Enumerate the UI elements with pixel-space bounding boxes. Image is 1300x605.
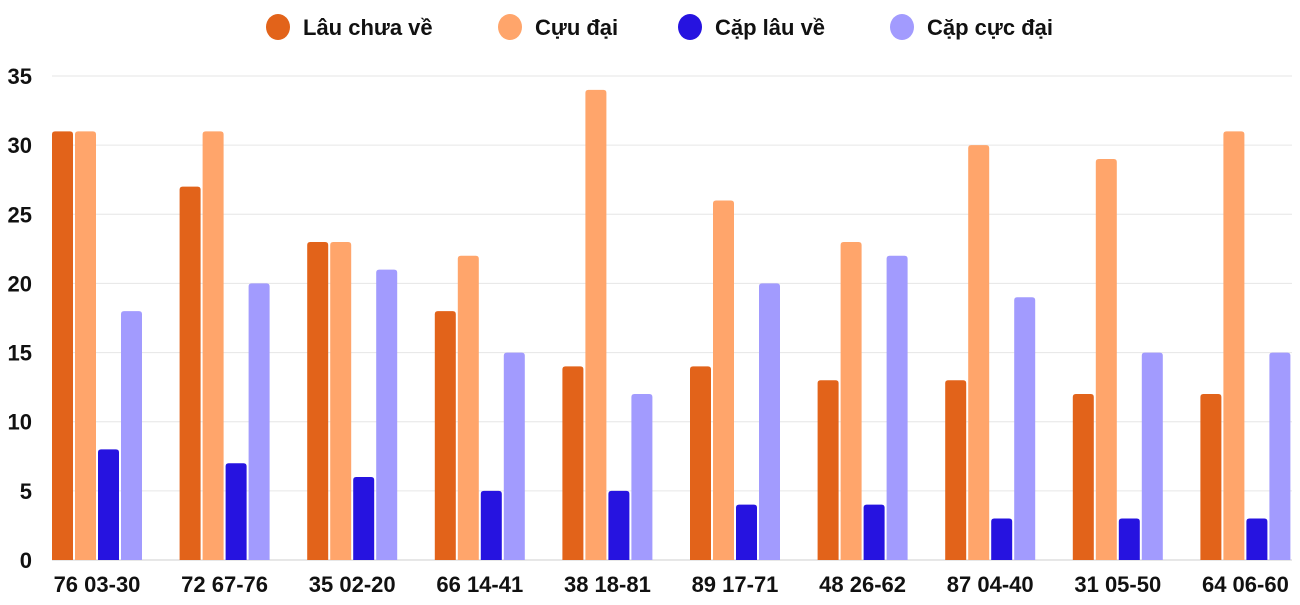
bar [968, 145, 990, 560]
bar [608, 490, 630, 560]
x-tick-label: 76 03-30 [54, 572, 141, 597]
y-tick-label: 5 [20, 479, 32, 504]
bar [991, 518, 1013, 560]
bar [503, 352, 525, 560]
legend-label: Cặp cực đại [927, 15, 1053, 40]
bar [1095, 158, 1117, 560]
bar [121, 311, 142, 560]
bar [75, 131, 96, 561]
bar [1014, 297, 1036, 560]
bar [202, 131, 224, 561]
bar [376, 269, 398, 560]
x-tick-label: 72 67-76 [181, 572, 268, 597]
bar [1246, 518, 1268, 560]
y-tick-label: 30 [8, 133, 32, 158]
bar [690, 366, 711, 560]
y-tick-label: 15 [8, 341, 32, 366]
bar [480, 490, 502, 560]
bar [353, 477, 375, 560]
bar [863, 504, 885, 560]
x-tick-label: 89 17-71 [692, 572, 779, 597]
bar [98, 449, 119, 560]
bar [736, 504, 757, 560]
legend-marker [890, 14, 914, 40]
bar [457, 255, 479, 560]
bar [1269, 352, 1291, 560]
legend-label: Lâu chưa về [303, 15, 433, 40]
legend-label: Cựu đại [535, 15, 618, 40]
bar [1200, 394, 1222, 560]
legend-marker [678, 14, 702, 40]
bar [759, 283, 780, 560]
bar [52, 131, 73, 561]
bar [307, 241, 329, 560]
bar [179, 186, 201, 560]
bar [945, 380, 967, 560]
legend-marker [266, 14, 290, 40]
y-tick-label: 0 [20, 548, 32, 573]
y-tick-label: 10 [8, 410, 32, 435]
x-tick-label: 64 06-60 [1202, 572, 1289, 597]
bar [330, 241, 352, 560]
bar [248, 283, 270, 560]
bar [1141, 352, 1163, 560]
y-tick-label: 25 [8, 202, 32, 227]
x-tick-label: 66 14-41 [436, 572, 523, 597]
bar [631, 394, 653, 560]
bar [840, 241, 862, 560]
y-tick-label: 35 [8, 64, 32, 89]
x-tick-label: 48 26-62 [819, 572, 906, 597]
x-tick-label: 87 04-40 [947, 572, 1034, 597]
bar [817, 380, 839, 560]
bar [1118, 518, 1140, 560]
bar [1223, 131, 1245, 561]
x-tick-label: 38 18-81 [564, 572, 651, 597]
bar [225, 463, 247, 560]
bar [1072, 394, 1094, 560]
bar [713, 200, 734, 560]
bar [886, 255, 908, 560]
y-tick-label: 20 [8, 271, 32, 296]
bar [434, 311, 456, 560]
legend-marker [498, 14, 522, 40]
bar [585, 89, 607, 560]
bar [562, 366, 584, 560]
x-tick-label: 35 02-20 [309, 572, 396, 597]
x-tick-label: 31 05-50 [1074, 572, 1161, 597]
legend-label: Cặp lâu về [715, 15, 825, 40]
